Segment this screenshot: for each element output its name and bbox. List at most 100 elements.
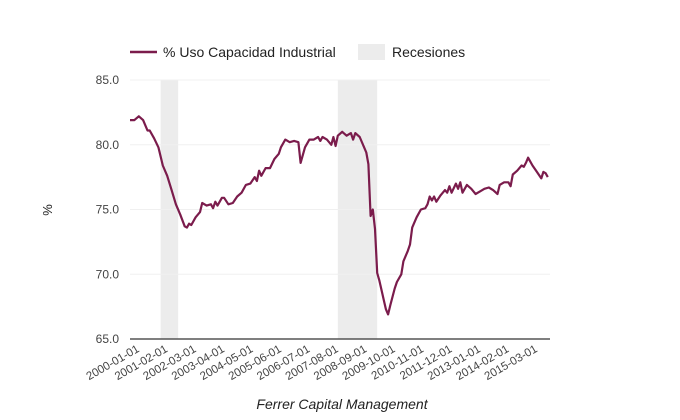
data-point xyxy=(212,207,214,209)
data-point xyxy=(507,181,509,183)
data-point xyxy=(444,189,446,191)
data-point xyxy=(321,136,323,138)
data-point xyxy=(450,192,452,194)
data-point xyxy=(326,138,328,140)
data-point xyxy=(186,226,188,228)
data-point xyxy=(142,119,144,121)
x-axis-ticks: 2000-01-012001-02-012002-03-012003-04-01… xyxy=(85,343,540,383)
data-point xyxy=(429,195,431,197)
data-point xyxy=(249,182,251,184)
data-point xyxy=(352,138,354,140)
data-point xyxy=(415,216,417,218)
data-point xyxy=(284,138,286,140)
data-point xyxy=(190,224,192,226)
data-point xyxy=(179,214,181,216)
data-point xyxy=(424,207,426,209)
data-point xyxy=(520,164,522,166)
y-tick-label: 70.0 xyxy=(96,267,120,281)
data-point xyxy=(317,136,319,138)
y-tick-label: 75.0 xyxy=(96,203,120,217)
data-point xyxy=(297,141,299,143)
data-point xyxy=(170,189,172,191)
data-point xyxy=(431,199,433,201)
data-point xyxy=(149,129,151,131)
data-point xyxy=(527,157,529,159)
data-point xyxy=(260,175,262,177)
data-point xyxy=(547,176,549,178)
data-point xyxy=(365,151,367,153)
data-point xyxy=(387,313,389,315)
data-point xyxy=(184,225,186,227)
data-point xyxy=(374,228,376,230)
data-point xyxy=(536,171,538,173)
data-point xyxy=(542,171,544,173)
data-point xyxy=(256,180,258,182)
data-point xyxy=(396,281,398,283)
data-point xyxy=(175,203,177,205)
data-point xyxy=(492,189,494,191)
data-point xyxy=(426,203,428,205)
data-point xyxy=(254,176,256,178)
data-point xyxy=(516,170,518,172)
data-point xyxy=(354,132,356,134)
data-point xyxy=(479,190,481,192)
data-point xyxy=(264,167,266,169)
data-point xyxy=(273,158,275,160)
data-point xyxy=(359,136,361,138)
data-point xyxy=(439,194,441,196)
data-point xyxy=(409,243,411,245)
data-point xyxy=(308,138,310,140)
data-point xyxy=(345,135,347,137)
legend: % Uso Capacidad Industrial Recesiones xyxy=(130,44,465,60)
data-point xyxy=(499,184,501,186)
data-point xyxy=(402,260,404,262)
data-point xyxy=(474,193,476,195)
data-point xyxy=(509,185,511,187)
data-point xyxy=(544,172,546,174)
data-point xyxy=(466,184,468,186)
data-point xyxy=(199,211,201,213)
data-point xyxy=(503,181,505,183)
data-point xyxy=(372,208,374,210)
data-point xyxy=(433,195,435,197)
data-point xyxy=(221,197,223,199)
data-point xyxy=(400,273,402,275)
data-point xyxy=(455,182,457,184)
data-point xyxy=(457,188,459,190)
data-point xyxy=(341,131,343,133)
y-tick-label: 80.0 xyxy=(96,138,120,152)
data-point xyxy=(334,145,336,147)
data-point xyxy=(138,115,140,117)
legend-label-capacity: % Uso Capacidad Industrial xyxy=(163,44,336,60)
data-point xyxy=(162,164,164,166)
data-point xyxy=(446,192,448,194)
data-point xyxy=(210,203,212,205)
data-point xyxy=(280,146,282,148)
data-point xyxy=(216,204,218,206)
data-point xyxy=(540,177,542,179)
data-point xyxy=(369,215,371,217)
data-point xyxy=(319,140,321,142)
data-point xyxy=(223,197,225,199)
y-tick-label: 85.0 xyxy=(96,73,120,87)
data-point xyxy=(496,193,498,195)
data-point xyxy=(407,250,409,252)
data-point xyxy=(214,201,216,203)
data-point xyxy=(188,223,190,225)
data-point xyxy=(394,287,396,289)
data-point xyxy=(363,146,365,148)
data-point xyxy=(420,208,422,210)
data-point xyxy=(470,188,472,190)
data-point xyxy=(483,188,485,190)
data-point xyxy=(232,202,234,204)
data-point xyxy=(269,167,271,169)
data-point xyxy=(378,280,380,282)
data-point xyxy=(258,170,260,172)
data-point xyxy=(367,163,369,165)
data-point xyxy=(525,162,527,164)
data-point xyxy=(289,141,291,143)
data-point xyxy=(153,137,155,139)
data-point xyxy=(166,175,168,177)
data-point xyxy=(411,226,413,228)
data-point xyxy=(227,203,229,205)
